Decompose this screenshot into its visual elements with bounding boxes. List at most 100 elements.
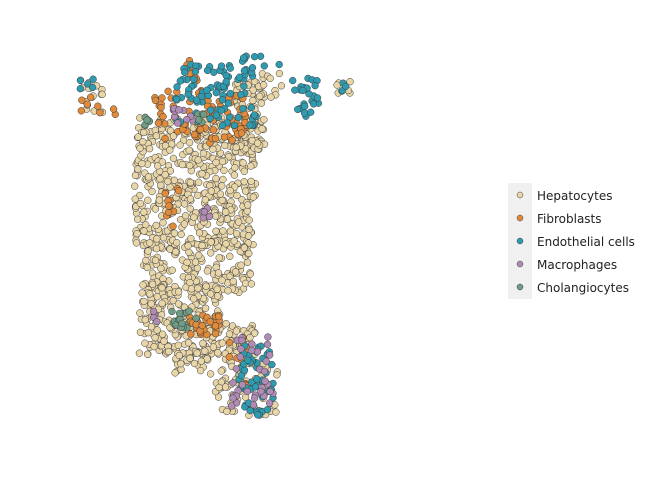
point-hepatocytes [134, 133, 142, 141]
point-hepatocytes [333, 81, 341, 89]
legend-item-hepatocytes: Hepatocytes [516, 189, 612, 203]
point-hepatocytes [153, 235, 161, 243]
point-fibroblasts [157, 103, 165, 112]
point-cholangiocytes [178, 319, 186, 328]
point-endothelial-cells [218, 96, 227, 104]
point-hepatocytes [224, 287, 232, 295]
point-hepatocytes [207, 249, 215, 257]
legend-label: Endothelial cells [537, 235, 635, 249]
legend: Hepatocytes Fibroblasts Endothelial cell… [508, 183, 635, 299]
point-endothelial-cells [222, 78, 230, 86]
point-hepatocytes [190, 213, 198, 221]
point-hepatocytes [217, 367, 225, 375]
point-endothelial-cells [197, 92, 206, 101]
point-hepatocytes [161, 142, 170, 150]
point-hepatocytes [174, 341, 182, 349]
point-hepatocytes [194, 191, 202, 200]
point-hepatocytes [133, 215, 142, 223]
point-hepatocytes [172, 248, 180, 256]
point-hepatocytes [222, 320, 230, 328]
point-endothelial-cells [248, 64, 257, 72]
point-macrophages [236, 353, 244, 361]
point-hepatocytes [218, 276, 226, 284]
point-hepatocytes [247, 177, 255, 185]
point-endothelial-cells [291, 86, 299, 94]
point-hepatocytes [153, 326, 161, 334]
point-hepatocytes [203, 267, 212, 275]
point-hepatocytes [199, 339, 207, 347]
scatter-points [76, 52, 354, 419]
point-fibroblasts [161, 190, 169, 198]
point-fibroblasts [190, 130, 199, 139]
point-hepatocytes [231, 164, 239, 172]
point-hepatocytes [195, 251, 203, 259]
point-endothelial-cells [260, 62, 268, 70]
point-endothelial-cells [173, 95, 181, 104]
point-macrophages [149, 307, 158, 316]
point-hepatocytes [221, 383, 230, 391]
point-fibroblasts [192, 321, 200, 329]
point-hepatocytes [154, 162, 162, 170]
point-fibroblasts [83, 100, 91, 108]
point-hepatocytes [132, 239, 141, 247]
point-macrophages [205, 212, 214, 221]
point-hepatocytes [240, 167, 248, 175]
point-fibroblasts [225, 353, 233, 361]
point-endothelial-cells [203, 66, 212, 75]
point-hepatocytes [138, 159, 146, 168]
point-hepatocytes [247, 280, 256, 288]
point-macrophages [228, 402, 236, 410]
point-hepatocytes [161, 171, 169, 179]
point-hepatocytes [222, 208, 230, 216]
point-hepatocytes [176, 141, 184, 149]
point-hepatocytes [139, 281, 147, 289]
point-hepatocytes [215, 254, 223, 262]
point-fibroblasts [211, 330, 220, 338]
point-endothelial-cells [301, 102, 309, 111]
point-hepatocytes [218, 339, 226, 347]
point-hepatocytes [166, 167, 175, 175]
point-hepatocytes [170, 229, 179, 237]
point-hepatocytes [245, 249, 253, 258]
point-hepatocytes [158, 299, 166, 307]
point-hepatocytes [219, 227, 227, 235]
point-hepatocytes [198, 170, 206, 178]
legend-key-hepatocytes [516, 191, 524, 199]
point-hepatocytes [140, 297, 148, 306]
point-hepatocytes [257, 99, 266, 107]
point-fibroblasts [225, 338, 234, 347]
point-macrophages [153, 317, 161, 326]
point-hepatocytes [141, 339, 149, 347]
point-hepatocytes [180, 220, 189, 228]
point-macrophages [175, 106, 183, 114]
point-hepatocytes [156, 175, 164, 183]
legend-item-cholangiocytes: Cholangiocytes [516, 281, 629, 295]
point-endothelial-cells [307, 108, 315, 116]
point-hepatocytes [146, 239, 154, 247]
point-hepatocytes [214, 393, 223, 401]
point-hepatocytes [195, 229, 204, 237]
point-hepatocytes [195, 178, 203, 186]
point-hepatocytes [144, 196, 152, 204]
point-hepatocytes [145, 145, 154, 153]
point-macrophages [264, 333, 272, 341]
point-endothelial-cells [222, 71, 230, 80]
point-macrophages [232, 365, 241, 373]
point-macrophages [238, 336, 246, 345]
point-endothelial-cells [250, 111, 259, 119]
point-hepatocytes [196, 366, 205, 375]
point-hepatocytes [187, 285, 196, 293]
point-hepatocytes [230, 237, 238, 245]
point-fibroblasts [159, 112, 167, 121]
point-endothelial-cells [89, 75, 97, 83]
point-hepatocytes [175, 351, 183, 360]
point-hepatocytes [135, 349, 144, 357]
point-endothelial-cells [76, 76, 85, 85]
point-fibroblasts [158, 94, 166, 102]
point-cholangiocytes [143, 116, 151, 124]
point-hepatocytes [159, 219, 167, 227]
point-hepatocytes [226, 186, 234, 195]
point-hepatocytes [190, 295, 198, 303]
point-macrophages [266, 351, 274, 359]
point-endothelial-cells [235, 73, 244, 81]
